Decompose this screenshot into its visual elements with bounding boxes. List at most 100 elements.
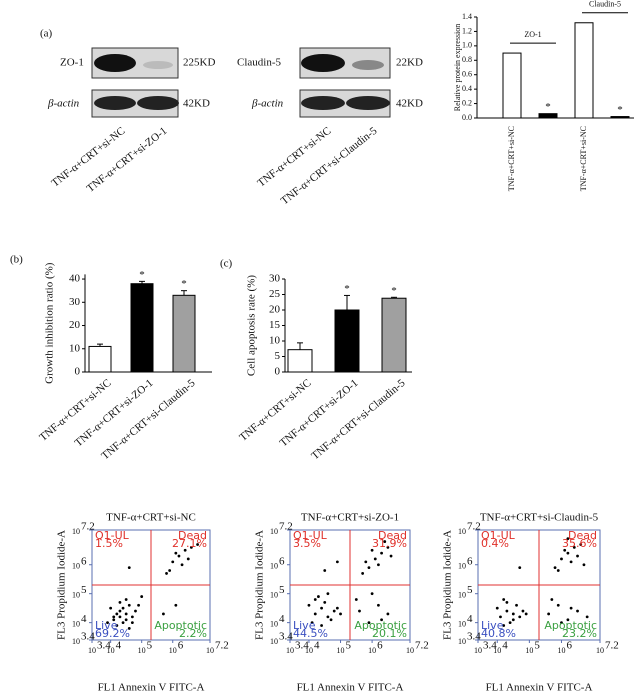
y-axis-label: FL3 Propidium Iodide-A — [442, 530, 454, 640]
y-tick-label: 10 — [458, 637, 466, 646]
x-tick-label: 10 — [557, 646, 565, 655]
event-point — [118, 600, 122, 604]
event-point — [329, 618, 333, 622]
event-point — [162, 612, 165, 616]
y-tick-label: 10 — [72, 637, 80, 646]
event-point — [569, 606, 573, 610]
significance-mark: * — [181, 278, 187, 290]
event-point — [582, 563, 586, 567]
bar — [381, 297, 407, 373]
bar — [172, 294, 196, 373]
y-tick-label: 0 — [75, 366, 81, 378]
y-tick-label: 10 — [270, 637, 278, 646]
event-point — [550, 598, 554, 601]
y-tick-label: 0.6 — [462, 70, 472, 79]
event-point — [389, 554, 393, 558]
x-tick-label: 10 — [169, 646, 177, 655]
plot-title: TNF-α+CRT+si-Claudin-5 — [480, 512, 599, 524]
y-tick-exponent: 6 — [279, 555, 285, 567]
event-point — [524, 612, 528, 616]
event-point — [569, 560, 573, 564]
y-tick-label: 1.0 — [462, 41, 472, 50]
event-point — [361, 572, 365, 575]
bar — [574, 22, 594, 119]
y-tick-exponent: 3.4 — [279, 631, 293, 643]
x-tick-exponent: 5 — [147, 640, 153, 652]
event-point — [106, 621, 109, 625]
quadrant-percent: 35.6% — [562, 537, 597, 550]
quadrant-percent: 31.9% — [372, 537, 407, 550]
event-point — [505, 600, 509, 604]
event-point — [186, 557, 190, 561]
panel-label: (c) — [220, 258, 233, 270]
event-point — [553, 566, 557, 570]
y-tick-label: 10 — [72, 591, 80, 600]
y-tick-label: 10 — [458, 619, 466, 628]
event-point — [335, 560, 339, 564]
event-point — [377, 563, 380, 567]
quadrant-percent: 23.2% — [562, 627, 597, 640]
x-tick-label: 10 — [368, 646, 376, 655]
y-tick-label: 10 — [269, 335, 281, 347]
event-point — [495, 606, 499, 610]
y-tick-label: 30 — [69, 296, 81, 308]
event-point — [499, 615, 502, 619]
x-tick-label: TNF-α+CRT+si-Claudin-5 — [309, 377, 408, 463]
x-axis-label: FL1 Annexin V FITC-A — [297, 682, 404, 694]
x-tick-exponent: 4 — [116, 640, 122, 652]
event-point — [515, 603, 518, 607]
event-point — [310, 621, 314, 625]
x-tick-exponent: 6 — [566, 640, 572, 652]
x-tick-label: 10 — [88, 646, 96, 655]
y-tick-exponent: 4 — [81, 613, 87, 625]
x-tick-exponent: 6 — [377, 640, 383, 652]
y-tick-label: 0.2 — [462, 98, 472, 107]
x-tick-label: TNF-α+CRT+si-ZO-1 — [73, 377, 156, 449]
event-point — [505, 609, 509, 613]
y-axis-label: Cell apoptosis rate (%) — [246, 275, 258, 376]
quadrant-percent: 44.5% — [293, 627, 328, 640]
significance-mark: * — [344, 283, 350, 295]
quadrant-name: Live — [481, 619, 504, 632]
event-point — [566, 618, 570, 622]
quadrant-percent: 3.5% — [293, 537, 321, 550]
y-tick-exponent: 3.4 — [81, 631, 95, 643]
event-point — [380, 551, 383, 555]
event-point — [313, 598, 317, 601]
quadrant-name: Live — [293, 619, 316, 632]
event-point — [339, 612, 342, 616]
x-tick-exponent: 7.2 — [605, 640, 619, 652]
blot-size: 225KD — [183, 57, 215, 69]
event-point — [109, 606, 113, 610]
event-point — [180, 563, 184, 567]
event-point — [547, 612, 551, 616]
lane-label: TNF-α+CRT+si-ZO-1 — [85, 125, 170, 195]
x-tick-exponent: 6 — [178, 640, 184, 652]
event-point — [174, 603, 178, 607]
x-tick-label: 10 — [525, 646, 533, 655]
event-point — [335, 606, 339, 610]
event-point — [326, 592, 330, 596]
event-point — [124, 612, 128, 616]
y-tick-label: 10 — [72, 619, 80, 628]
event-point — [364, 560, 368, 564]
x-tick-label: 10 — [493, 646, 501, 655]
event-point — [183, 548, 187, 552]
event-point — [508, 621, 512, 625]
event-point — [326, 615, 330, 619]
x-tick-exponent: 3.4 — [97, 640, 111, 652]
event-point — [511, 612, 515, 616]
y-tick-label: 0.4 — [462, 84, 472, 93]
event-point — [307, 603, 311, 607]
y-tick-label: 10 — [270, 619, 278, 628]
event-point — [377, 603, 380, 607]
x-tick-exponent: 4 — [502, 640, 508, 652]
x-tick-label: 10 — [406, 646, 414, 655]
y-axis-label: FL3 Propidium Iodide-A — [254, 530, 266, 640]
x-tick-exponent: 4 — [314, 640, 320, 652]
y-tick-label: 10 — [69, 342, 81, 354]
bar — [88, 345, 112, 373]
plot-title: TNF-α+CRT+si-ZO-1 — [301, 512, 399, 524]
event-point — [127, 566, 131, 570]
